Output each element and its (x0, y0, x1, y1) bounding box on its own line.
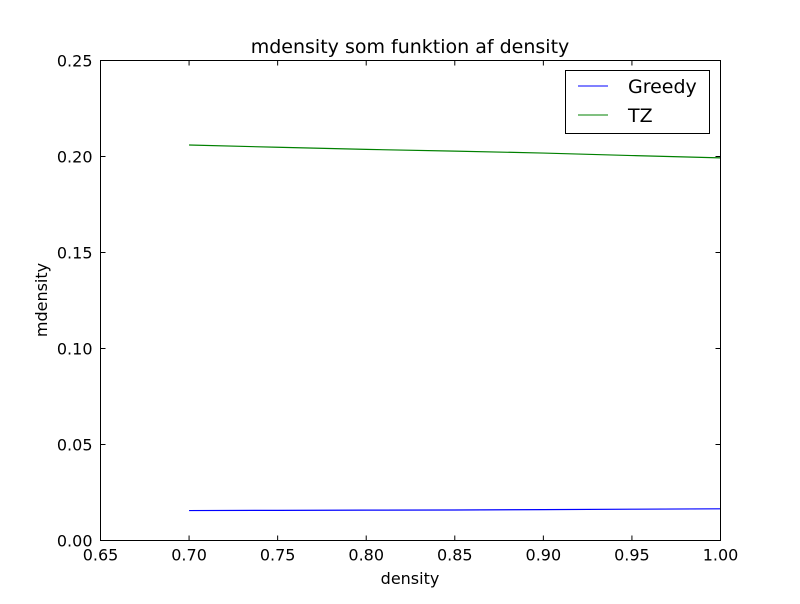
series-line-tz (189, 144, 721, 159)
legend-box (565, 70, 710, 134)
x-tick-label: 0.75 (260, 546, 296, 565)
plot-frame (100, 60, 721, 541)
y-tick-label: 0.10 (57, 340, 93, 359)
plot-area (100, 60, 721, 541)
y-tick-label: 0.25 (57, 52, 93, 71)
ticks-layer: 0.65 0.70 0.75 0.80 0.85 0.90 0.95 1.00 0.00 0.05… (57, 52, 738, 565)
series-layer (189, 144, 721, 512)
x-tick-label: 0.95 (614, 546, 650, 565)
y-tick-label: 0.15 (57, 244, 93, 263)
y-tick-label: 0.00 (57, 532, 93, 551)
y-tick-label: 0.20 (57, 148, 93, 167)
x-tick-label: 0.70 (171, 546, 207, 565)
chart-title: mdensity som funktion af density (251, 36, 570, 58)
series-line-greedy (189, 508, 721, 512)
x-axis-label: density (381, 569, 440, 588)
legend: Greedy TZ (565, 70, 710, 134)
x-tick-label: 0.80 (348, 546, 384, 565)
x-tick-label: 0.65 (83, 546, 119, 565)
y-tick-label: 0.05 (57, 436, 93, 455)
x-tick-label: 0.85 (437, 546, 473, 565)
x-tick-label: 0.90 (526, 546, 562, 565)
legend-label-greedy: Greedy (628, 76, 697, 98)
legend-label-tz: TZ (627, 105, 653, 127)
y-axis-label: mdensity (32, 263, 51, 337)
x-tick-label: 1.00 (703, 546, 739, 565)
